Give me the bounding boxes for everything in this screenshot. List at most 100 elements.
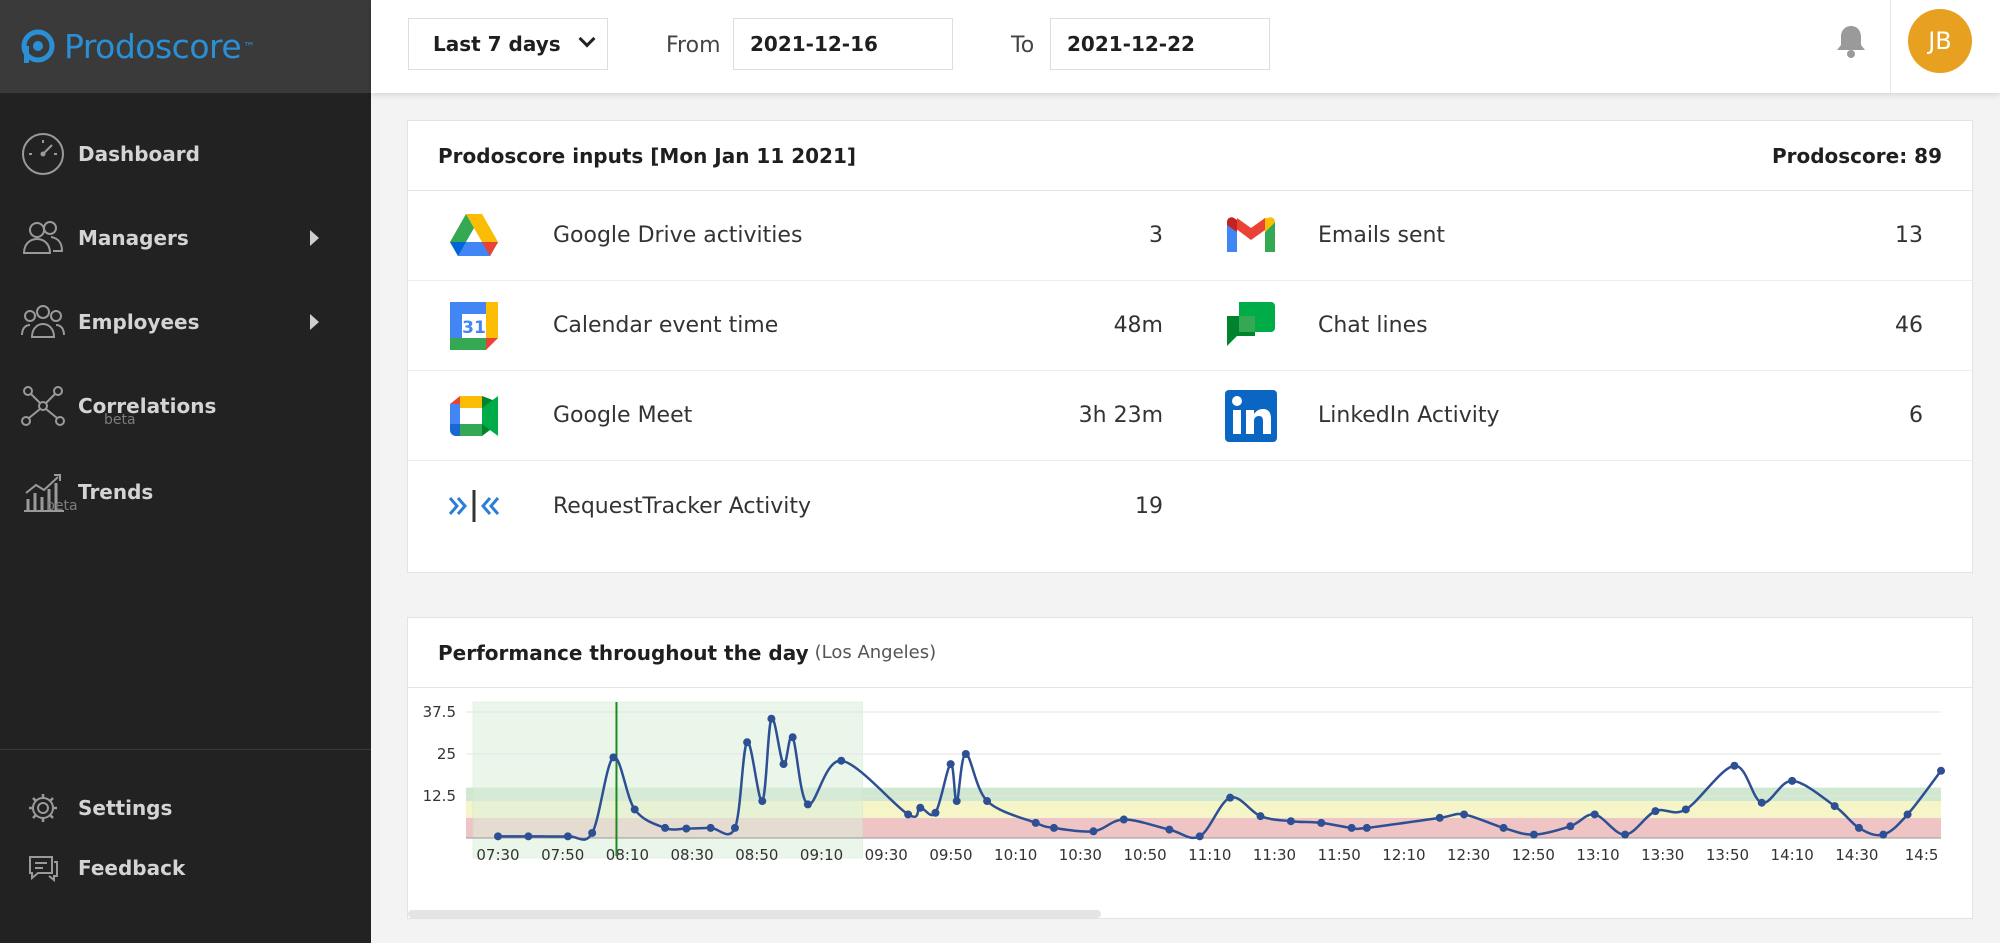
from-date-value: 2021-12-16 bbox=[750, 32, 878, 56]
date-range-select[interactable]: Last 7 days bbox=[408, 18, 608, 70]
highlight-range bbox=[472, 701, 864, 859]
sidebar-item-dashboard[interactable]: Dashboard bbox=[0, 124, 371, 184]
x-tick-label: 13:50 bbox=[1706, 846, 1749, 864]
performance-card-title: Performance throughout the day bbox=[438, 640, 809, 665]
network-icon bbox=[21, 386, 65, 426]
input-value: 3 bbox=[1149, 223, 1163, 248]
sidebar-item-employees[interactable]: Employees bbox=[0, 292, 371, 352]
brand[interactable]: Prodoscore ™ bbox=[0, 0, 371, 93]
data-point bbox=[1830, 802, 1839, 811]
data-point bbox=[952, 797, 961, 806]
data-point bbox=[1119, 815, 1128, 824]
sidebar-item-feedback[interactable]: Feedback bbox=[0, 838, 371, 898]
chart-scrollbar-track bbox=[408, 910, 1972, 918]
beta-badge: beta bbox=[104, 412, 136, 428]
data-point bbox=[1317, 818, 1326, 827]
data-point bbox=[779, 760, 788, 769]
data-point bbox=[1879, 830, 1888, 839]
data-point bbox=[1757, 798, 1766, 807]
data-point bbox=[961, 750, 970, 758]
x-tick-label: 08:50 bbox=[735, 846, 778, 864]
data-point bbox=[661, 823, 670, 832]
x-tick-label: 07:30 bbox=[476, 846, 519, 864]
input-row-google-drive: Google Drive activities 3 bbox=[408, 191, 1173, 281]
managers-icon bbox=[22, 221, 64, 254]
data-point bbox=[1566, 822, 1575, 831]
x-tick-label: 10:10 bbox=[994, 846, 1037, 864]
x-tick-label: 11:10 bbox=[1188, 846, 1231, 864]
input-value: 19 bbox=[1135, 493, 1163, 519]
date-range-value: Last 7 days bbox=[433, 32, 561, 56]
data-point bbox=[730, 823, 739, 832]
x-tick-label: 11:30 bbox=[1253, 846, 1296, 864]
google-drive-icon bbox=[450, 213, 498, 256]
avatar[interactable]: JB bbox=[1908, 9, 1972, 73]
input-value: 46 bbox=[1895, 313, 1923, 338]
data-point bbox=[983, 797, 992, 806]
bell-icon[interactable] bbox=[1833, 22, 1869, 62]
inputs-card-title: Prodoscore inputs [Mon Jan 11 2021] bbox=[438, 143, 857, 168]
chevron-right-icon bbox=[310, 314, 319, 330]
sidebar-item-managers[interactable]: Managers bbox=[0, 208, 371, 268]
data-point bbox=[904, 810, 913, 819]
data-point bbox=[1460, 810, 1469, 819]
x-tick-label: 07:50 bbox=[541, 846, 584, 864]
data-point bbox=[1226, 793, 1235, 802]
data-point bbox=[630, 805, 639, 814]
to-date-input[interactable]: 2021-12-22 bbox=[1050, 18, 1270, 70]
x-tick-label: 10:30 bbox=[1059, 846, 1102, 864]
sidebar-item-label: Dashboard bbox=[78, 142, 200, 166]
sidebar-item-trends[interactable]: Trends beta bbox=[0, 462, 371, 522]
x-tick-label: 10:50 bbox=[1123, 846, 1166, 864]
sidebar-item-label: Settings bbox=[78, 796, 173, 820]
data-point bbox=[1165, 825, 1174, 834]
performance-card-header: Performance throughout the day (Los Ange… bbox=[408, 618, 1972, 688]
input-label: Emails sent bbox=[1318, 223, 1446, 248]
prodoscore-inputs-card: Prodoscore inputs [Mon Jan 11 2021] Prod… bbox=[407, 120, 1973, 573]
data-point bbox=[494, 832, 502, 841]
performance-card-timezone: (Los Angeles) bbox=[814, 642, 937, 663]
topbar: Last 7 days From 2021-12-16 To 2021-12-2… bbox=[371, 0, 2000, 93]
from-date-input[interactable]: 2021-12-16 bbox=[733, 18, 953, 70]
data-point bbox=[1435, 813, 1444, 822]
speedometer-icon bbox=[22, 133, 64, 175]
sidebar-item-label: Managers bbox=[78, 226, 189, 250]
brand-trademark: ™ bbox=[243, 39, 256, 54]
x-tick-label: 09:30 bbox=[865, 846, 908, 864]
x-tick-label: 08:10 bbox=[606, 846, 649, 864]
data-point bbox=[1049, 823, 1058, 832]
chat-bubble-icon bbox=[29, 856, 58, 883]
to-label: To bbox=[1011, 33, 1035, 58]
performance-card: Performance throughout the day (Los Ange… bbox=[407, 617, 1973, 919]
y-tick-label: 12.5 bbox=[423, 787, 456, 805]
google-calendar-icon: 31 bbox=[450, 301, 498, 350]
prodoscore-value: Prodoscore: 89 bbox=[1771, 143, 1942, 168]
data-point bbox=[916, 803, 925, 812]
chart-scrollbar-thumb[interactable] bbox=[408, 910, 1101, 918]
sidebar-item-settings[interactable]: Settings bbox=[0, 778, 371, 838]
performance-line-chart[interactable]: 12.5 25 37.5 07:30 07:50 08:10 08:30 08:50 09:10… bbox=[408, 688, 1974, 918]
data-point bbox=[1286, 817, 1295, 826]
data-point bbox=[758, 797, 767, 806]
calendar-day-text: 31 bbox=[462, 318, 486, 338]
input-row-linkedin: LinkedIn Activity 6 bbox=[1173, 371, 1973, 461]
data-point bbox=[1362, 823, 1371, 832]
sidebar-item-correlations[interactable]: Correlations beta bbox=[0, 376, 371, 436]
input-value: 48m bbox=[1113, 313, 1163, 338]
trend-chart-icon bbox=[24, 474, 64, 512]
sidebar: Prodoscore ™ Dashboard Managers Employee… bbox=[0, 0, 371, 943]
sidebar-item-label: Employees bbox=[78, 310, 200, 334]
sidebar-item-label: Trends bbox=[78, 480, 154, 504]
x-tick-label: 12:30 bbox=[1447, 846, 1490, 864]
brand-name: Prodoscore bbox=[64, 27, 242, 66]
data-point bbox=[1681, 805, 1690, 814]
data-point bbox=[563, 832, 572, 841]
employees-icon bbox=[21, 305, 65, 338]
data-point bbox=[743, 738, 752, 747]
y-tick-label: 37.5 bbox=[423, 703, 456, 721]
inputs-card-header: Prodoscore inputs [Mon Jan 11 2021] Prod… bbox=[408, 121, 1972, 191]
data-point bbox=[1590, 810, 1599, 819]
data-point bbox=[1499, 823, 1508, 832]
input-label: LinkedIn Activity bbox=[1318, 403, 1500, 428]
data-point bbox=[682, 824, 691, 833]
